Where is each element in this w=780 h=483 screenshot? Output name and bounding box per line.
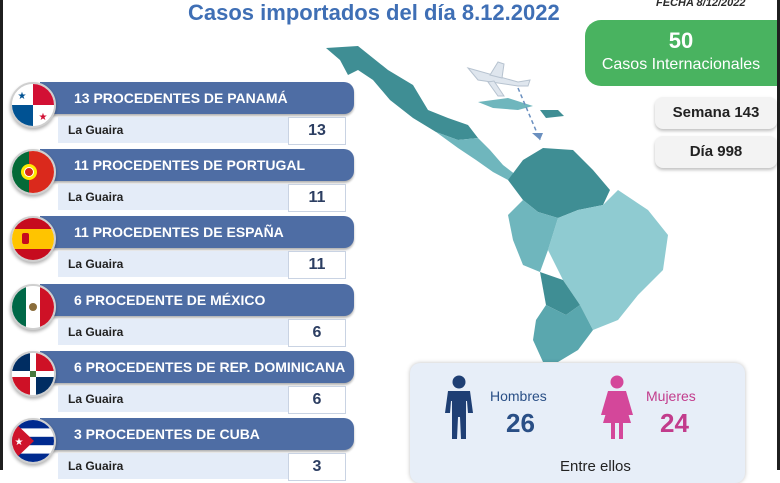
gender-footer: Entre ellos [560, 458, 631, 475]
left-border [0, 0, 3, 470]
origin-detail: La Guaira 11 [58, 184, 346, 212]
week-badge: Semana 143 [655, 97, 777, 129]
map-central-america [436, 132, 516, 180]
origin-label: 6 PROCEDENTE DE MÉXICO [74, 292, 266, 308]
men-label: Hombres [490, 388, 547, 404]
origin-detail: La Guaira 6 [58, 386, 346, 414]
svg-text:★: ★ [18, 91, 27, 102]
woman-icon [601, 375, 633, 439]
origin-count: 6 [288, 319, 346, 347]
panama-flag-icon: ★ ★ [10, 82, 56, 128]
mexico-flag-icon [10, 284, 56, 330]
map-bolivia [540, 272, 580, 315]
origin-bar: 3 PROCEDENTES DE CUBA [40, 418, 354, 450]
origin-label: 11 PROCEDENTES DE ESPAÑA [74, 224, 284, 240]
map-colombia-venezuela [508, 148, 610, 218]
origin-row-spain: 11 PROCEDENTES DE ESPAÑA La Guaira 11 [10, 216, 355, 280]
origin-label: 11 PROCEDENTES DE PORTUGAL [74, 157, 306, 173]
origin-label: 6 PROCEDENTES DE REP. DOMINICANA [74, 359, 346, 375]
spain-flag-icon [10, 216, 56, 262]
man-icon [445, 375, 473, 439]
svg-text:★: ★ [15, 437, 24, 448]
origin-bar: 6 PROCEDENTE DE MÉXICO [40, 284, 354, 316]
origin-location: La Guaira [68, 257, 124, 271]
map-hispaniola [540, 110, 564, 118]
origin-bar: 11 PROCEDENTES DE ESPAÑA [40, 216, 354, 248]
origin-row-dominican-republic: 6 PROCEDENTES DE REP. DOMINICANA La Guai… [10, 351, 355, 415]
date-label: FECHA 8/12/2022 [656, 0, 746, 9]
international-count: 50 [668, 28, 694, 53]
women-count: 24 [660, 408, 689, 438]
origin-location: La Guaira [68, 392, 124, 406]
day-badge: Día 998 [655, 136, 777, 168]
origin-count: 11 [288, 251, 346, 279]
americas-map [326, 46, 668, 362]
origin-count: 3 [288, 453, 346, 481]
gender-panel: Hombres 26 Mujeres 24 Entre ellos [410, 363, 745, 483]
map-southern-cone [533, 305, 593, 362]
map-cuba [478, 98, 533, 110]
origin-count: 11 [288, 184, 346, 212]
dominican-republic-flag-icon [10, 351, 56, 397]
international-cases-card: 50 Casos Internacionales [585, 20, 777, 86]
origin-label: 3 PROCEDENTES DE CUBA [74, 426, 260, 442]
international-label: Casos Internacionales [601, 56, 761, 73]
origin-location: La Guaira [68, 190, 124, 204]
women-label: Mujeres [646, 388, 696, 404]
origin-count: 13 [288, 117, 346, 145]
origin-bar: 11 PROCEDENTES DE PORTUGAL [40, 149, 354, 181]
origin-detail: La Guaira 11 [58, 251, 346, 279]
right-border [777, 0, 780, 470]
origin-detail: La Guaira 13 [58, 117, 346, 145]
map-peru [508, 200, 558, 272]
svg-text:★: ★ [39, 112, 48, 123]
map-mexico [326, 46, 478, 140]
airplane-icon [466, 61, 531, 97]
origin-label: 13 PROCEDENTES DE PANAMÁ [74, 90, 288, 106]
origin-row-cuba: 3 PROCEDENTES DE CUBA La Guaira 3 ★ [10, 418, 355, 482]
origin-detail: La Guaira 6 [58, 319, 346, 347]
origin-bar: 13 PROCEDENTES DE PANAMÁ [40, 82, 354, 114]
flight-arrow [517, 87, 541, 141]
portugal-flag-icon [10, 149, 56, 195]
origin-location: La Guaira [68, 325, 124, 339]
origin-bar: 6 PROCEDENTES DE REP. DOMINICANA [40, 351, 354, 383]
origin-location: La Guaira [68, 123, 124, 137]
map-brazil [548, 190, 668, 330]
origin-count: 6 [288, 386, 346, 414]
origin-location: La Guaira [68, 459, 124, 473]
origin-row-portugal: 11 PROCEDENTES DE PORTUGAL La Guaira 11 [10, 149, 355, 213]
men-count: 26 [506, 408, 535, 438]
origin-row-mexico: 6 PROCEDENTE DE MÉXICO La Guaira 6 [10, 284, 355, 348]
origin-detail: La Guaira 3 [58, 453, 346, 481]
cuba-flag-icon: ★ [10, 418, 56, 464]
origin-row-panama: 13 PROCEDENTES DE PANAMÁ La Guaira 13 ★ … [10, 82, 355, 146]
page-title: Casos importados del día 8.12.2022 [188, 0, 560, 25]
